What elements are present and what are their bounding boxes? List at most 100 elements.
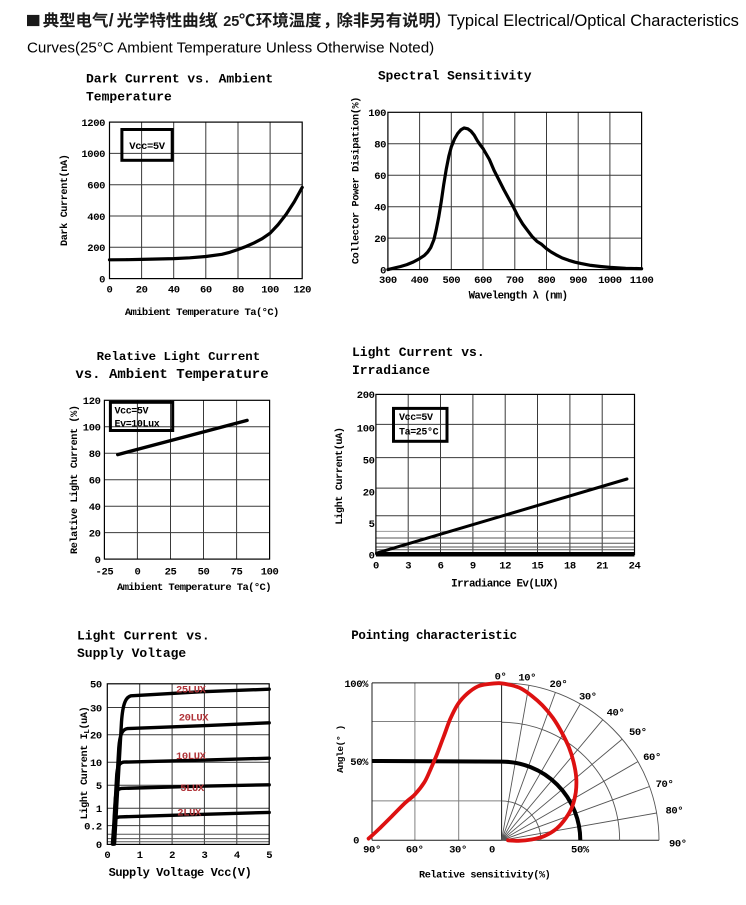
svg-text:40: 40 [168,285,180,297]
svg-text:6: 6 [438,561,444,573]
svg-text:Relative Light Current (%): Relative Light Current (%) [69,405,81,554]
svg-text:Vcc=5V: Vcc=5V [129,141,166,153]
svg-text:80°: 80° [665,806,683,818]
svg-text:100%: 100% [344,679,369,691]
svg-text:25: 25 [223,14,239,30]
svg-text:20°: 20° [550,679,568,691]
svg-text:0: 0 [95,555,101,567]
svg-text:120: 120 [83,396,101,408]
svg-text:20: 20 [374,234,386,246]
svg-text:Temperature: Temperature [86,90,172,105]
svg-text:Vcc=5V: Vcc=5V [399,413,433,424]
svg-text:50°: 50° [629,727,647,739]
svg-text:50: 50 [90,680,102,692]
svg-text:2: 2 [169,850,175,862]
svg-text:1100: 1100 [630,275,654,287]
svg-text:100: 100 [357,424,375,436]
svg-text:21: 21 [596,561,608,573]
svg-text:Light Current IL(uA): Light Current IL(uA) [79,707,92,820]
svg-text:60: 60 [89,476,101,488]
svg-text:30: 30 [90,703,102,715]
svg-text:1000: 1000 [81,149,105,161]
svg-text:25LUX: 25LUX [176,685,207,697]
svg-text:0: 0 [99,274,105,286]
svg-text:10LUX: 10LUX [176,751,207,763]
svg-text:700: 700 [506,275,524,287]
svg-text:4: 4 [234,850,240,862]
svg-text:100: 100 [83,423,101,435]
svg-text:20: 20 [363,487,375,499]
svg-text:18: 18 [564,561,576,573]
svg-text:50: 50 [363,455,375,467]
svg-text:Light Current(uA): Light Current(uA) [334,427,346,524]
svg-text:0: 0 [373,561,379,573]
svg-text:1000: 1000 [598,275,622,287]
svg-text:Irradiance: Irradiance [352,363,430,378]
svg-text:Relative sensitivity(%): Relative sensitivity(%) [419,870,550,882]
svg-text:Angle(° ): Angle(° ) [335,725,346,773]
svg-text:0: 0 [353,836,359,848]
svg-text:10: 10 [90,758,102,770]
svg-text:1: 1 [137,850,143,862]
svg-text:Supply Voltage Vcc(V): Supply Voltage Vcc(V) [109,866,252,880]
svg-text:20: 20 [90,731,102,743]
svg-text:60: 60 [374,171,386,183]
svg-text:Ta=25°C: Ta=25°C [399,427,439,439]
svg-text:2LUX: 2LUX [177,808,202,820]
svg-text:5: 5 [96,781,102,793]
svg-text:500: 500 [442,275,460,287]
svg-text:900: 900 [569,275,587,287]
svg-text:1200: 1200 [81,118,105,130]
svg-text:/: / [109,10,114,30]
svg-text:0: 0 [489,845,495,857]
svg-text:12: 12 [499,561,511,573]
svg-text:Irradiance Ev(LUX): Irradiance Ev(LUX) [451,579,558,591]
svg-text:10°: 10° [518,673,536,685]
svg-text:80: 80 [89,449,101,461]
svg-text:3: 3 [405,561,411,573]
svg-text:30°: 30° [449,845,467,857]
svg-text:400: 400 [411,275,429,287]
svg-text:Typical Electrical/Optical Cha: Typical Electrical/Optical Characteristi… [448,12,739,30]
svg-text:40°: 40° [607,708,625,720]
svg-text:Dark Current(nA): Dark Current(nA) [59,155,71,246]
svg-text:Vcc=5V: Vcc=5V [115,407,149,418]
svg-text:0: 0 [96,840,102,852]
svg-text:120: 120 [293,285,311,297]
svg-text:60°: 60° [406,845,424,857]
svg-text:15: 15 [532,561,544,573]
svg-text:Collector Power Disipation(%): Collector Power Disipation(%) [351,97,363,264]
svg-text:Wavelength λ (nm): Wavelength λ (nm) [469,291,568,303]
svg-text:30°: 30° [579,692,597,704]
svg-text:5: 5 [266,850,272,862]
svg-text:600: 600 [87,181,105,193]
svg-text:0: 0 [134,567,140,579]
svg-text:0°: 0° [495,672,507,684]
svg-text:Amibient Temperature Ta(°C): Amibient Temperature Ta(°C) [117,582,271,594]
svg-text:90°: 90° [669,839,687,851]
svg-text:50%: 50% [350,757,369,769]
svg-text:90°: 90° [363,845,381,857]
svg-text:20: 20 [136,285,148,297]
svg-text:Pointing characteristic: Pointing characteristic [351,629,517,643]
svg-text:200: 200 [87,243,105,255]
svg-text:5LUX: 5LUX [180,783,205,795]
svg-text:25: 25 [165,567,177,579]
svg-text:1: 1 [96,804,102,816]
svg-text:70°: 70° [656,779,674,791]
svg-text:Amibient Temperature Ta(°C): Amibient Temperature Ta(°C) [125,307,279,319]
svg-text:60°: 60° [643,752,661,764]
svg-text:80: 80 [232,285,244,297]
svg-text:60: 60 [200,285,212,297]
svg-text:Supply Voltage: Supply Voltage [77,646,186,661]
svg-text:0: 0 [107,285,113,297]
svg-text:600: 600 [474,275,492,287]
svg-text:Dark Current vs. Ambient: Dark Current vs. Ambient [86,72,273,87]
svg-text:9: 9 [470,561,476,573]
svg-text:300: 300 [379,275,397,287]
svg-text:100: 100 [261,285,279,297]
svg-text:5: 5 [369,519,375,531]
svg-text:0: 0 [369,550,375,562]
svg-text:vs. Ambient Temperature: vs. Ambient Temperature [75,367,268,383]
svg-text:40: 40 [89,502,101,514]
